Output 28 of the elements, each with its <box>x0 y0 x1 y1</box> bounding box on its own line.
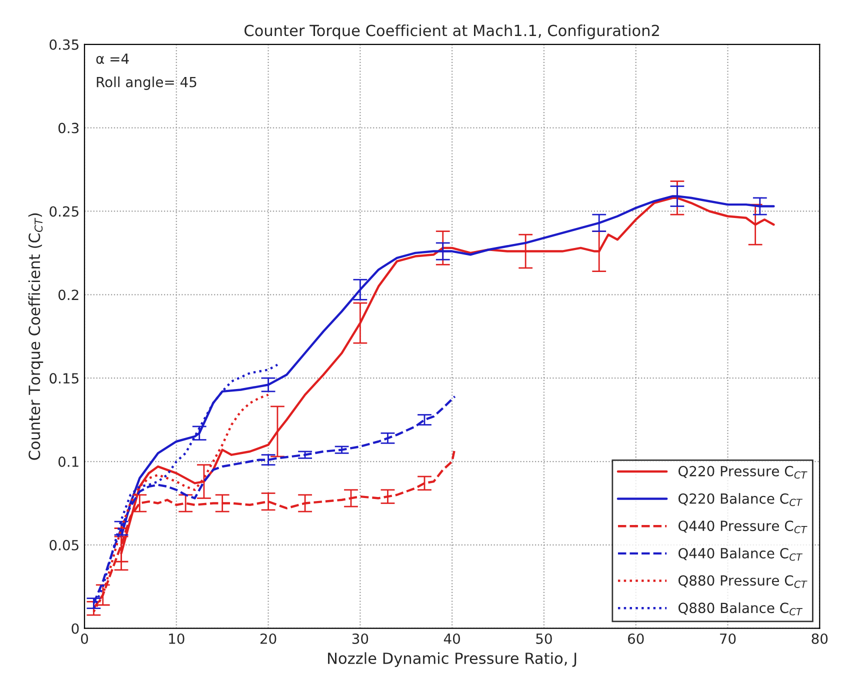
y-tick-label: 0.1 <box>58 456 78 467</box>
legend-label: Q440 Pressure C$_{CT}$ <box>678 520 808 534</box>
y-tick-label: 0.3 <box>58 122 79 134</box>
x-tick-label: 70 <box>720 633 736 644</box>
y-axis-title: Counter Torque Coefficient (C$_{CT}$) <box>28 213 44 460</box>
y-tick-label: 0.05 <box>50 540 78 550</box>
y-tick-label: 0 <box>72 623 79 634</box>
x-tick-label: 60 <box>628 633 644 644</box>
annotation: Roll angle= 45 <box>96 76 196 90</box>
chart-title: Counter Torque Coefficient at Mach1.1, Configuration2 <box>244 24 659 40</box>
x-tick-label: 0 <box>80 633 88 644</box>
x-tick-label: 20 <box>260 633 276 644</box>
y-tick-label: 0.35 <box>50 39 78 50</box>
x-tick-label: 40 <box>444 633 460 644</box>
x-tick-label: 80 <box>812 633 828 644</box>
x-tick-label: 10 <box>169 633 184 644</box>
y-tick-label: 0.2 <box>58 290 78 300</box>
legend-label: Q880 Balance C$_{CT}$ <box>678 602 803 616</box>
legend-label: Q220 Pressure C$_{CT}$ <box>678 466 808 479</box>
legend-label: Q220 Balance C$_{CT}$ <box>678 493 803 506</box>
legend-label: Q880 Pressure C$_{CT}$ <box>678 575 808 588</box>
legend-label: Q440 Balance C$_{CT}$ <box>678 548 803 561</box>
x-axis-title: Nozzle Dynamic Pressure Ratio, J <box>328 652 576 668</box>
x-tick-label: 50 <box>536 633 552 644</box>
y-tick-label: 0.15 <box>50 373 78 384</box>
annotation: α =4 <box>96 54 129 64</box>
y-tick-label: 0.25 <box>50 206 78 217</box>
x-tick-label: 30 <box>352 633 368 644</box>
